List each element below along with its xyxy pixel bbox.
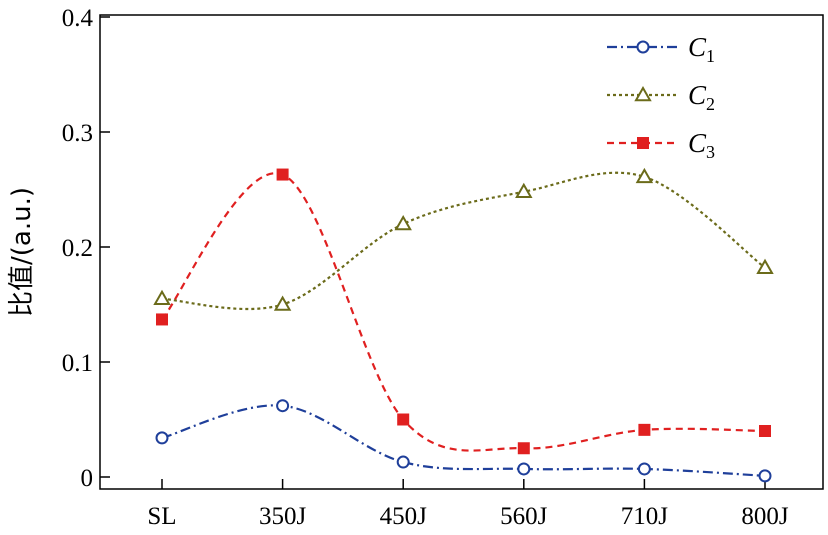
series-c3: [156, 168, 771, 455]
x-tick-label: 800J: [741, 503, 789, 530]
data-point: [397, 413, 410, 426]
data-point: [276, 168, 289, 181]
series-line: [161, 172, 766, 452]
y-tick-label: 0.1: [62, 350, 93, 377]
series-layer: [153, 167, 774, 483]
x-tick-label: SL: [147, 503, 176, 530]
y-tick-label: 0.3: [62, 120, 93, 147]
legend-item: C2: [607, 80, 715, 114]
legend-label: C3: [688, 128, 715, 162]
legend: C1 C2 C3: [607, 32, 715, 162]
y-tick-label: 0: [81, 465, 94, 492]
series-line: [161, 404, 766, 477]
data-point: [758, 469, 772, 483]
data-point: [273, 295, 292, 311]
series-c1: [155, 399, 772, 483]
data-point: [155, 431, 169, 445]
legend-marker: [637, 137, 649, 149]
y-tick-label: 0.4: [62, 5, 94, 32]
y-axis-title: 比值/(a.u.): [7, 187, 37, 317]
data-point: [517, 442, 530, 455]
data-point: [153, 289, 171, 305]
data-point: [759, 425, 771, 437]
data-point: [394, 214, 412, 231]
x-tick-label: 450J: [380, 503, 428, 530]
data-point: [396, 455, 410, 469]
data-point: [638, 423, 651, 436]
data-point: [635, 167, 654, 184]
data-point: [756, 258, 774, 274]
y-tick-label: 0.2: [62, 235, 93, 262]
series-c2: [153, 167, 774, 311]
data-point: [515, 182, 533, 199]
legend-item: C1: [607, 32, 715, 66]
x-axis: SL 350J 450J 560J 710J 800J: [147, 479, 789, 530]
legend-label: C2: [688, 80, 715, 114]
y-axis: 0 0.1 0.2 0.3 0.4: [62, 5, 110, 492]
plot-frame: [99, 14, 824, 490]
data-point: [517, 462, 531, 476]
legend-label: C1: [688, 32, 715, 66]
legend-marker: [634, 85, 652, 102]
data-point: [276, 399, 290, 413]
x-tick-label: 350J: [259, 503, 307, 530]
legend-marker: [636, 40, 650, 54]
x-tick-label: 560J: [500, 503, 548, 530]
series-line: [161, 171, 766, 311]
legend-item: C3: [607, 128, 715, 162]
x-tick-label: 710J: [621, 503, 669, 530]
data-point: [637, 462, 651, 476]
data-point: [156, 313, 168, 326]
